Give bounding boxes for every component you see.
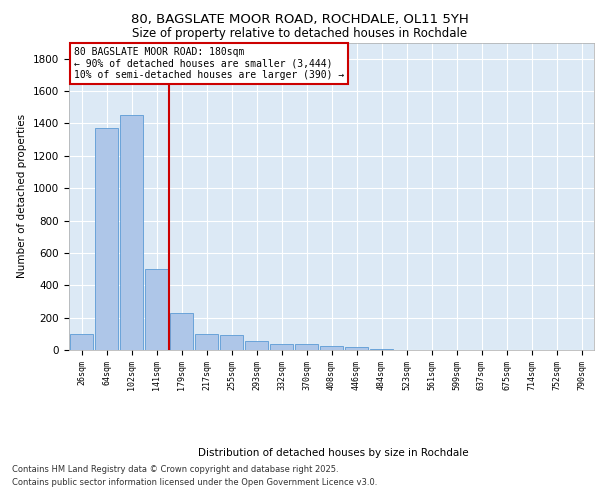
Y-axis label: Number of detached properties: Number of detached properties — [17, 114, 28, 278]
Text: 80, BAGSLATE MOOR ROAD, ROCHDALE, OL11 5YH: 80, BAGSLATE MOOR ROAD, ROCHDALE, OL11 5… — [131, 12, 469, 26]
Bar — [195, 334, 218, 350]
Text: Contains HM Land Registry data © Crown copyright and database right 2025.: Contains HM Land Registry data © Crown c… — [12, 466, 338, 474]
Bar — [95, 128, 118, 350]
Bar — [345, 347, 368, 350]
Bar — [220, 336, 243, 350]
Bar — [370, 349, 393, 350]
Bar — [320, 346, 343, 350]
Bar — [245, 341, 268, 350]
Text: 80 BAGSLATE MOOR ROAD: 180sqm
← 90% of detached houses are smaller (3,444)
10% o: 80 BAGSLATE MOOR ROAD: 180sqm ← 90% of d… — [74, 47, 344, 80]
Bar — [295, 344, 318, 350]
Text: Size of property relative to detached houses in Rochdale: Size of property relative to detached ho… — [133, 28, 467, 40]
Bar — [120, 116, 143, 350]
Text: Distribution of detached houses by size in Rochdale: Distribution of detached houses by size … — [197, 448, 469, 458]
Bar — [270, 344, 293, 350]
Bar — [145, 269, 168, 350]
Text: Contains public sector information licensed under the Open Government Licence v3: Contains public sector information licen… — [12, 478, 377, 487]
Bar — [170, 313, 193, 350]
Bar — [70, 334, 93, 350]
